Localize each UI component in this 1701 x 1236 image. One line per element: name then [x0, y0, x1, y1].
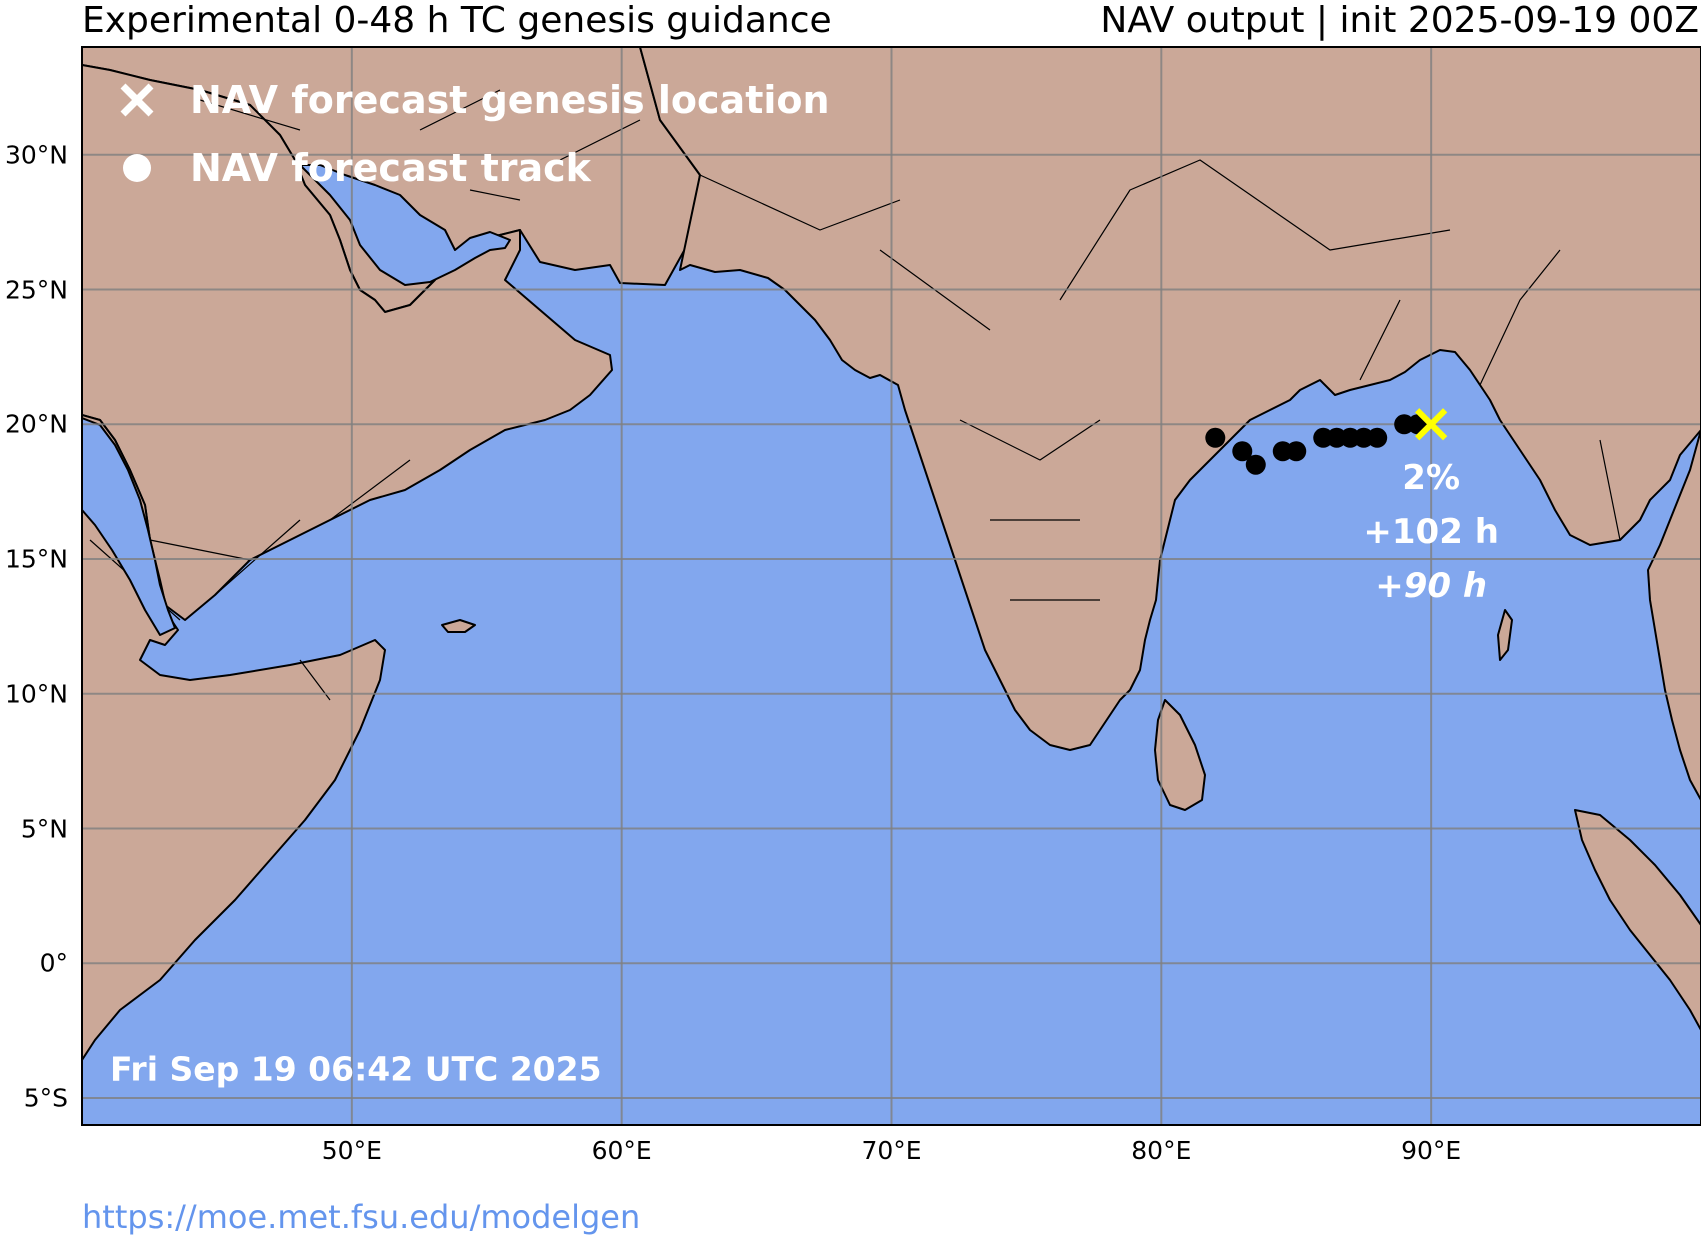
source-url-link[interactable]: https://moe.met.fsu.edu/modelgen: [82, 1198, 641, 1236]
border-line: [199, 89, 641, 201]
legend-genesis-icon: [120, 83, 154, 117]
southeast-asia-landmass: [1647, 429, 1701, 801]
legend-track-label: NAV forecast track: [190, 146, 591, 190]
socotra-island: [441, 619, 476, 633]
track-point: [1232, 441, 1253, 462]
genesis-lead-time-a: +102 h: [1363, 512, 1499, 552]
legend-track-icon: [123, 154, 151, 182]
lon-tick-label: 90°E: [1401, 1136, 1462, 1165]
track-point: [1286, 441, 1307, 462]
lat-tick-label: 20°N: [4, 409, 68, 439]
lon-tick-label: 70°E: [861, 1136, 922, 1165]
lat-tick-label: 25°N: [4, 275, 68, 305]
legend-genesis-label: NAV forecast genesis location: [190, 78, 830, 122]
track-point: [1367, 427, 1388, 448]
valid-timestamp: Fri Sep 19 06:42 UTC 2025: [110, 1049, 602, 1089]
genesis-lead-time-b: +90 h: [1375, 566, 1488, 606]
lon-tick-label: 80°E: [1131, 1136, 1192, 1165]
andaman-islands: [1497, 609, 1513, 661]
lon-tick-label: 50°E: [321, 1136, 382, 1165]
sri-lanka-landmass: [1154, 699, 1206, 811]
lat-tick-label: 10°N: [4, 679, 68, 709]
border-line: [1359, 249, 1621, 541]
genesis-x-stroke: [1415, 408, 1448, 441]
red-sea: [82, 417, 176, 636]
lat-tick-label: 30°N: [4, 140, 68, 170]
track-point: [1245, 454, 1266, 475]
lat-tick-label: 15°N: [4, 544, 68, 574]
forecast-track: [1205, 414, 1428, 475]
lon-tick-label: 60°E: [591, 1136, 652, 1165]
map-title: Experimental 0-48 h TC genesis guidance: [82, 0, 832, 41]
land-layer: [82, 47, 1701, 1061]
lat-tick-label: 5°N: [20, 814, 68, 844]
lat-tick-label: 5°S: [23, 1083, 68, 1113]
border-line: [959, 419, 1101, 601]
border-line: [89, 459, 411, 701]
map-frame: [81, 46, 1701, 1126]
model-init-label: NAV output | init 2025-09-19 00Z: [1100, 0, 1699, 41]
sumatra-landmass: [1574, 809, 1701, 1031]
genesis-marker-group: [1415, 408, 1448, 441]
lat-tick-label: 0°: [39, 948, 68, 978]
track-point: [1205, 427, 1226, 448]
genesis-probability: 2%: [1402, 458, 1461, 498]
